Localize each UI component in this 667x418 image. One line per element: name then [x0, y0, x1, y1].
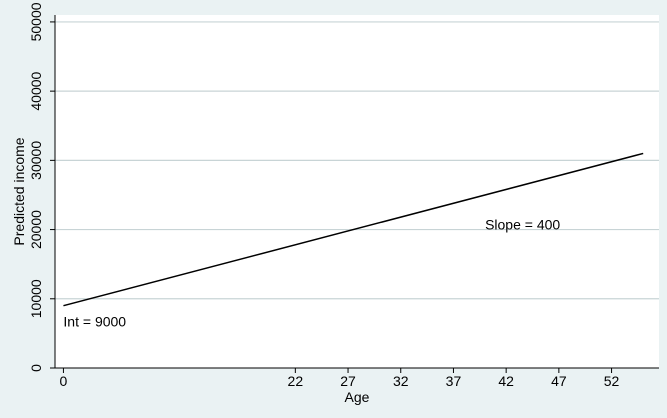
series-layer — [63, 152, 644, 307]
y-tick-label: 30000 — [28, 141, 44, 180]
y-tick-label: 10000 — [28, 279, 44, 318]
x-tick-label: 42 — [498, 373, 514, 389]
x-tick-label: 22 — [288, 373, 304, 389]
x-tick-label: 47 — [551, 373, 567, 389]
annotation-label: Slope = 400 — [485, 217, 560, 233]
x-tick-label: 52 — [604, 373, 620, 389]
annotations-layer: Int = 9000 Slope = 400 — [63, 217, 560, 330]
y-tick-label: 50000 — [28, 2, 44, 41]
y-tick-label: 40000 — [28, 71, 44, 110]
x-tick-label: 0 — [60, 373, 68, 389]
x-tick-label: 32 — [393, 373, 409, 389]
grid-lines — [55, 21, 659, 300]
y-tick-label: 20000 — [28, 210, 44, 249]
x-tick-label: 37 — [446, 373, 462, 389]
axes-layer: 0 10000 20000 30000 40000 50000 0 22 27 32 37 42 47 5… — [28, 2, 659, 389]
annotation-label: Int = 9000 — [63, 313, 126, 329]
y-axis-label: Predicted income — [11, 137, 27, 245]
y-tick-label: 0 — [28, 364, 44, 372]
x-axis-label: Age — [345, 389, 370, 405]
x-tick-label: 27 — [340, 373, 356, 389]
series-line — [63, 152, 644, 307]
plot-area — [55, 15, 659, 368]
